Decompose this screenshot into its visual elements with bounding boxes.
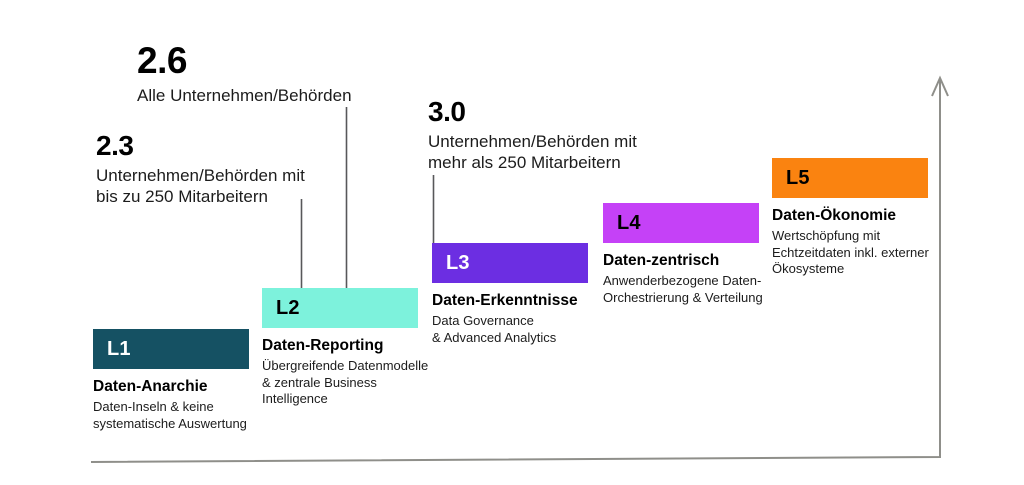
callout-label: Unternehmen/Behörden mit bis zu 250 Mita…	[96, 165, 305, 207]
level-bar: L4	[603, 203, 759, 243]
maturity-level-5: L5 Daten-Ökonomie Wertschöpfung mit Echt…	[772, 158, 947, 278]
level-badge: L1	[107, 337, 131, 360]
level-description: Data Governance & Advanced Analytics	[432, 313, 557, 345]
level-bar: L2	[262, 288, 418, 328]
level-title: Daten-Erkenntnisse	[432, 292, 578, 309]
callout-value: 2.3	[96, 130, 134, 161]
callout-average-large-org: 3.0 Unternehmen/Behörden mit mehr als 25…	[428, 96, 637, 174]
level-badge: L5	[786, 166, 810, 189]
level-bar: L1	[93, 329, 249, 369]
callout-value: 2.6	[137, 40, 187, 81]
axis-arrowhead-icon	[931, 75, 949, 97]
level-title: Daten-zentrisch	[603, 252, 720, 269]
callout-label: Unternehmen/Behörden mit mehr als 250 Mi…	[428, 131, 637, 173]
callout-average-small-org: 2.3 Unternehmen/Behörden mit bis zu 250 …	[96, 130, 305, 208]
callout-value: 3.0	[428, 96, 466, 127]
maturity-level-4: L4 Daten-zentrisch Anwenderbezogene Date…	[603, 203, 778, 306]
level-title: Daten-Ökonomie	[772, 207, 897, 224]
level-title: Daten-Reporting	[262, 337, 384, 354]
level-description: Anwenderbezogene Daten- Orchestrierung &…	[603, 273, 763, 305]
maturity-level-3: L3 Daten-Erkenntnisse Data Governance & …	[432, 243, 607, 346]
axis-line	[90, 80, 941, 463]
level-bar: L3	[432, 243, 588, 283]
level-description: Daten-Inseln & keine systematische Auswe…	[93, 399, 247, 431]
level-bar: L5	[772, 158, 928, 198]
level-title: Daten-Anarchie	[93, 378, 208, 395]
callout-label: Alle Unternehmen/Behörden	[137, 85, 352, 105]
level-badge: L4	[617, 211, 641, 234]
level-description: Übergreifende Datenmodelle & zentrale Bu…	[262, 358, 429, 407]
callout-average-all: 2.6 Alle Unternehmen/Behörden	[137, 40, 352, 106]
maturity-level-2: L2 Daten-Reporting Übergreifende Datenmo…	[262, 288, 437, 408]
level-badge: L3	[446, 251, 470, 274]
level-description: Wertschöpfung mit Echtzeitdaten inkl. ex…	[772, 228, 929, 277]
level-badge: L2	[276, 296, 300, 319]
maturity-level-1: L1 Daten-Anarchie Daten-Inseln & keine s…	[93, 329, 268, 432]
